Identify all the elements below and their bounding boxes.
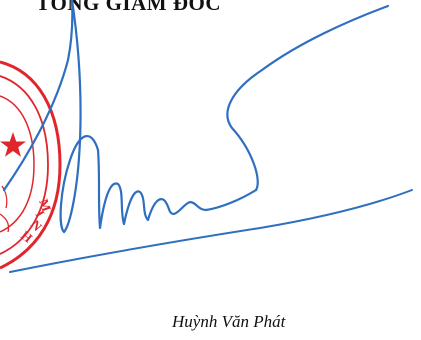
signer-name: Huỳnh Văn Phát <box>172 312 286 331</box>
handwritten-signature-icon <box>2 0 413 273</box>
signer-title: TỔNG GIÁM ĐỐC <box>36 0 221 15</box>
signature-area: M I N H <box>0 0 413 273</box>
svg-text:M: M <box>36 197 54 214</box>
official-seal-icon: M I N H <box>0 60 62 270</box>
